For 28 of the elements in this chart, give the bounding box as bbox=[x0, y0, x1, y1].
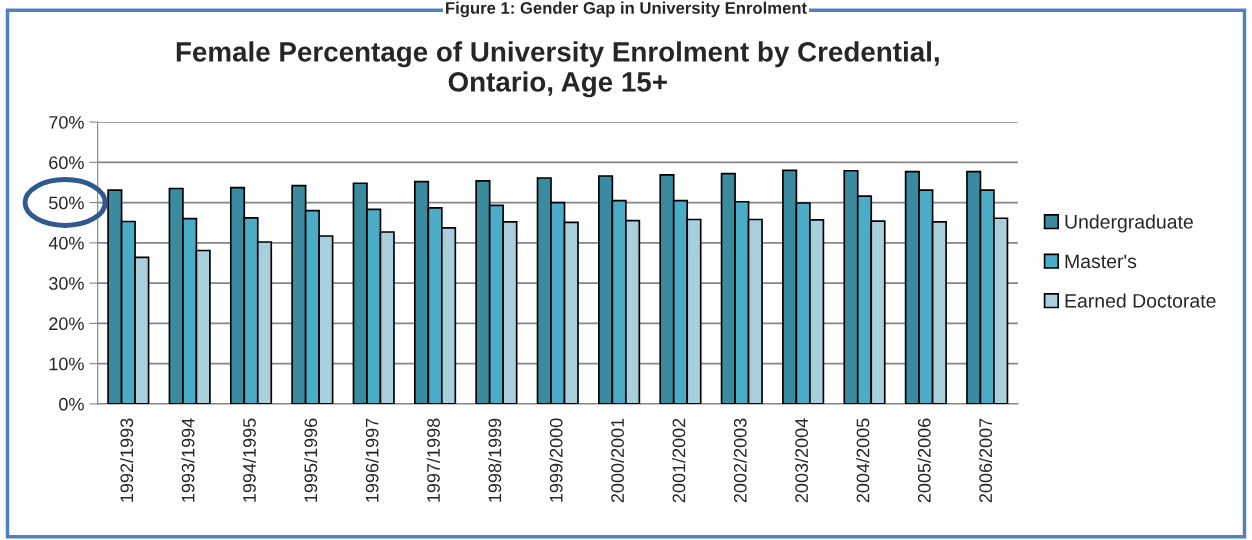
y-tick-label: 70% bbox=[49, 115, 84, 129]
y-tick-label: 10% bbox=[49, 357, 84, 371]
x-tick-label: 2002/2003 bbox=[733, 418, 747, 503]
x-tick-label: 2006/2007 bbox=[978, 418, 993, 503]
x-tick-label: 2000/2001 bbox=[610, 418, 624, 503]
y-tick-label: 30% bbox=[49, 277, 84, 290]
legend-label: Undergraduate bbox=[1065, 214, 1193, 233]
x-tick-label: 1996/1997 bbox=[365, 418, 379, 502]
x-tick-label: 1994/1995 bbox=[242, 418, 256, 502]
x-tick-label: 2003/2004 bbox=[794, 418, 808, 503]
x-tick-label: 1992/1993 bbox=[119, 418, 134, 502]
chart-title: Female Percentage of University Enrolment by Credential, Ontario, Age 15+ bbox=[176, 41, 939, 98]
x-tick-label: 1999/2000 bbox=[549, 418, 563, 502]
x-tick-label: 2004/2005 bbox=[856, 418, 870, 503]
x-tick-label: 1997/1998 bbox=[426, 418, 440, 502]
y-tick-label: 50% bbox=[49, 196, 84, 210]
y-tick-label: 60% bbox=[49, 156, 84, 170]
caption: Figure 1: Gender Gap in University Enrolment bbox=[446, 1, 807, 18]
x-tick-label: 1995/1996 bbox=[303, 418, 318, 502]
legend-label: Master's bbox=[1065, 254, 1137, 269]
legend-label: Earned Doctorate bbox=[1065, 293, 1216, 308]
y-tick-label: 20% bbox=[49, 317, 84, 331]
x-tick-label: 2001/2002 bbox=[672, 418, 686, 503]
y-tick-label: 40% bbox=[48, 236, 84, 250]
x-tick-label: 1998/1999 bbox=[488, 418, 502, 502]
y-tick-label: 0% bbox=[59, 397, 84, 411]
x-tick-label: 1993/1994 bbox=[181, 418, 195, 502]
x-tick-label: 2005/2006 bbox=[917, 418, 931, 503]
